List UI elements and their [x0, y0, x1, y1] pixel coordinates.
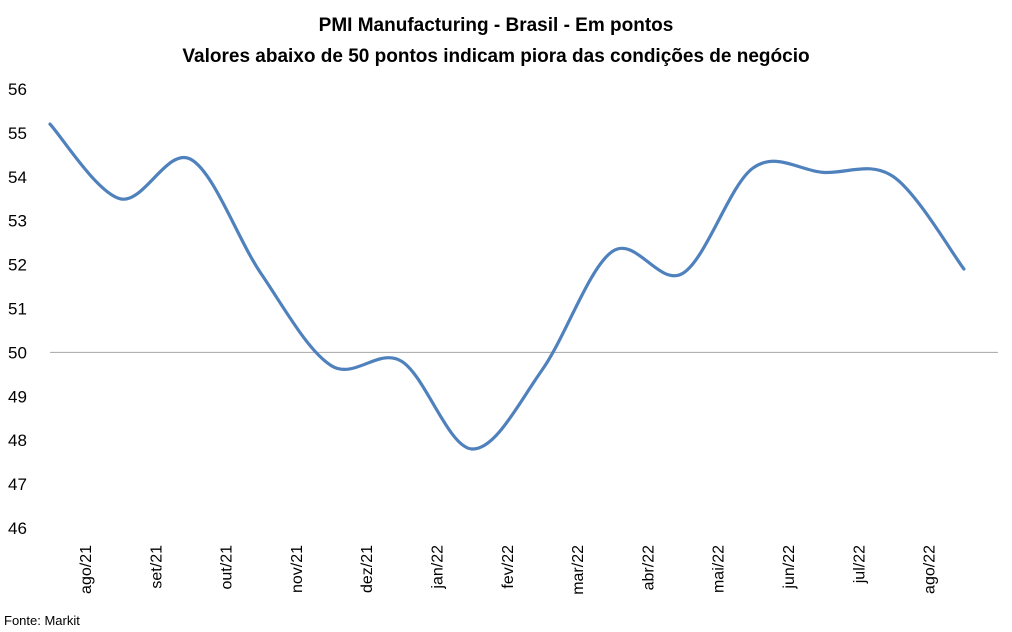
- x-tick-label: out/21: [219, 545, 236, 590]
- y-tick-label: 48: [8, 431, 27, 450]
- data-point: [822, 171, 825, 174]
- data-point: [470, 448, 473, 451]
- x-axis: ago/21 set/21 out/21 nov/21 dez/21 jan/22 fev/…: [78, 545, 939, 595]
- data-point: [752, 167, 755, 170]
- data-point: [119, 197, 122, 200]
- data-point: [892, 175, 895, 178]
- y-tick-label: 52: [8, 256, 27, 275]
- x-tick-label: jul/22: [851, 545, 868, 584]
- y-tick-label: 47: [8, 475, 27, 494]
- x-tick-label: set/21: [148, 545, 165, 589]
- y-tick-label: 49: [8, 387, 27, 406]
- chart-title: PMI Manufacturing - Brasil - Em pontos: [319, 15, 674, 36]
- data-point: [541, 369, 544, 372]
- data-point: [189, 158, 192, 161]
- x-tick-label: nov/21: [289, 545, 306, 593]
- x-tick-label: fev/22: [500, 545, 517, 589]
- data-point: [611, 250, 614, 253]
- data-point: [681, 272, 684, 275]
- x-tick-label: ago/22: [922, 545, 939, 594]
- x-tick-label: jun/22: [781, 545, 798, 590]
- y-tick-label: 56: [8, 80, 27, 99]
- x-tick-label: abr/22: [640, 545, 657, 590]
- chart-subtitle: Valores abaixo de 50 pontos indicam pior…: [182, 46, 809, 67]
- y-tick-label: 53: [8, 212, 27, 231]
- x-tick-label: ago/21: [78, 545, 95, 594]
- source-note: Fonte: Markit: [4, 613, 80, 628]
- data-point: [962, 268, 965, 271]
- x-tick-label: jan/22: [430, 545, 447, 590]
- data-point: [400, 360, 403, 363]
- y-tick-label: 46: [8, 519, 27, 538]
- y-tick-label: 54: [8, 168, 27, 187]
- data-point: [259, 272, 262, 275]
- series-line: [48, 122, 966, 451]
- x-tick-label: mar/22: [570, 545, 587, 595]
- data-point: [330, 364, 333, 367]
- y-tick-label: 50: [8, 343, 27, 362]
- y-tick-label: 51: [8, 300, 27, 319]
- series-layer: [48, 122, 966, 451]
- x-tick-label: dez/21: [359, 545, 376, 593]
- data-point: [49, 123, 52, 126]
- y-tick-label: 55: [8, 124, 27, 143]
- y-axis: 56 55 54 53 52 51 50 49 48 47 46: [8, 80, 27, 538]
- x-tick-label: mai/22: [711, 545, 728, 593]
